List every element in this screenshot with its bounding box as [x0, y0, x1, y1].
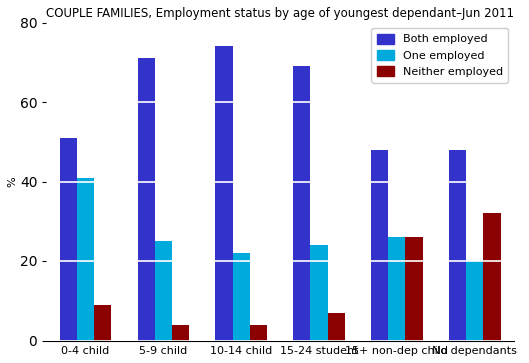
Bar — [466, 261, 484, 340]
Y-axis label: %: % — [7, 176, 17, 187]
Bar — [293, 66, 311, 340]
Bar — [371, 150, 388, 340]
Bar — [250, 325, 267, 340]
Bar — [60, 138, 77, 340]
Bar — [484, 213, 500, 340]
Bar — [449, 150, 466, 340]
Text: COUPLE FAMILIES, Employment status by age of youngest dependant–Jun 2011: COUPLE FAMILIES, Employment status by ag… — [47, 7, 514, 20]
Bar — [233, 253, 250, 340]
Bar — [388, 237, 406, 340]
Bar — [154, 241, 172, 340]
Bar — [311, 245, 327, 340]
Bar — [94, 305, 111, 340]
Bar — [215, 46, 233, 340]
Bar — [327, 313, 345, 340]
Bar — [138, 58, 154, 340]
Bar — [77, 178, 94, 340]
Legend: Both employed, One employed, Neither employed: Both employed, One employed, Neither emp… — [371, 28, 508, 83]
Bar — [172, 325, 189, 340]
Bar — [406, 237, 423, 340]
